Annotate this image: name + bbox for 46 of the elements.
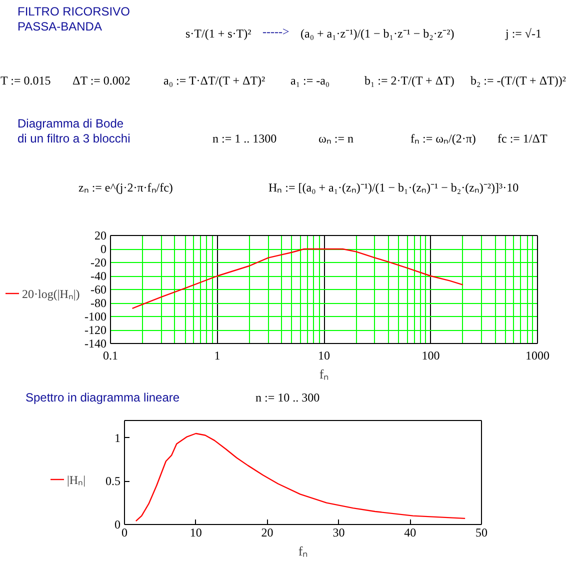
text: b₁ := 2·T/(T + ΔT)	[364, 74, 454, 88]
legend-label: |Hₙ|	[67, 472, 86, 488]
y-tick-label: 0.5	[106, 474, 120, 488]
y-tick-label: -40	[90, 269, 107, 283]
text: fₙ := ωₙ/(2·π)	[410, 132, 476, 146]
text: ωₙ := n	[318, 132, 354, 146]
text: s·T/(1 + s·T)²	[186, 26, 252, 40]
y-tick-label: 20	[94, 228, 106, 242]
chart-subtitle: Diagramma di Bode di un filtro a 3 blocchi	[18, 116, 130, 146]
chart-title: FILTRO RICORSIVO PASSA-BANDA	[18, 4, 130, 34]
text: ----->	[262, 24, 290, 38]
text: j := √-1	[504, 26, 542, 40]
legend-label: 20·log(|Hₙ|)	[22, 286, 80, 302]
line-series	[135, 432, 466, 522]
text: zₙ := e^(j·2·π·fₙ/fc)	[78, 180, 173, 194]
text: T := 0.015	[0, 74, 51, 88]
text: fc := 1/ΔT	[498, 132, 548, 146]
text: Hₙ := [(a₀ + a₁·(zₙ)⁻¹)/(1 − b₁·(zₙ)⁻¹ − b₂·(zₙ)⁻²)]³·10	[268, 180, 519, 194]
x-tick-label: 20	[261, 526, 274, 540]
x-tick-label: 1	[214, 348, 220, 362]
x-tick-label: 30	[332, 526, 345, 540]
x-tick-label: 50	[476, 526, 488, 540]
text: n := 10 .. 300	[256, 390, 320, 404]
y-tick-label: -140	[84, 336, 107, 350]
y-tick-label: -60	[90, 282, 107, 296]
chart-title: Spettro in diagramma lineare	[26, 390, 180, 404]
text: ΔT := 0.002	[72, 74, 130, 88]
y-tick-label: 0	[100, 242, 106, 256]
y-tick-label: -20	[90, 256, 107, 270]
text: (a₀ + a₁·z⁻¹)/(1 − b₁·z⁻¹ − b₂·z⁻²)	[300, 26, 454, 40]
x-tick-label: 1000	[526, 348, 550, 362]
x-tick-label: 10	[190, 526, 202, 540]
text: n := 1 .. 1300	[212, 132, 277, 146]
x-axis-title: fₙ	[319, 366, 329, 382]
x-tick-label: 40	[404, 526, 416, 540]
y-tick-label: -80	[90, 296, 107, 310]
text: a₀ := T·ΔT/(T + ΔT)²	[164, 74, 266, 88]
text: a₁ := -a₀	[290, 74, 330, 88]
x-tick-label: 0.1	[103, 348, 118, 362]
y-tick-label: -100	[84, 310, 107, 324]
x-axis-title: fₙ	[298, 544, 308, 558]
x-tick-label: 10	[318, 348, 330, 362]
y-tick-label: 1	[114, 430, 120, 445]
x-tick-label: 100	[422, 348, 440, 362]
text: b₂ := -(T/(T + ΔT))²	[470, 74, 566, 88]
y-tick-label: -120	[84, 323, 107, 337]
